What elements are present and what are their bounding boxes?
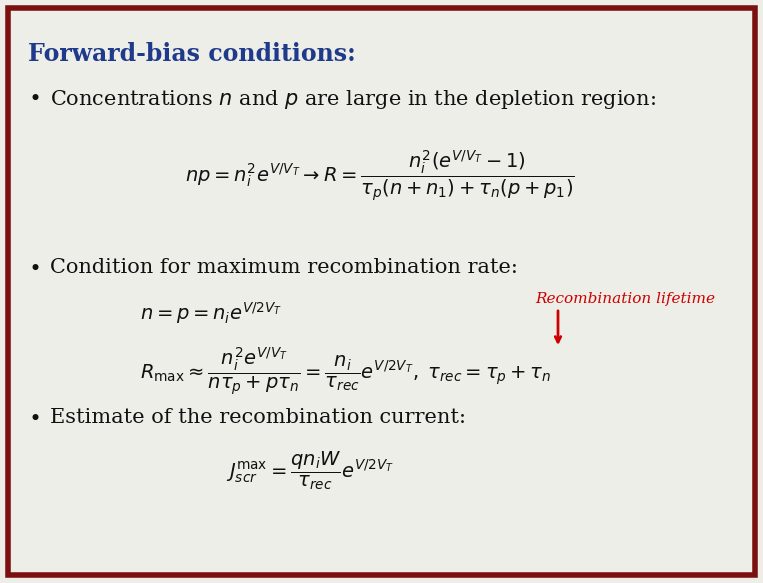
Text: Forward-bias conditions:: Forward-bias conditions: [28, 42, 356, 66]
Text: $\bullet$: $\bullet$ [28, 88, 40, 107]
Text: Recombination lifetime: Recombination lifetime [535, 292, 715, 306]
Text: Concentrations $n$ and $p$ are large in the depletion region:: Concentrations $n$ and $p$ are large in … [50, 88, 656, 111]
Text: $np = n_i^2 e^{V/V_T} \rightarrow R = \dfrac{n_i^2\left(e^{V/V_T}-1\right)}{\tau: $np = n_i^2 e^{V/V_T} \rightarrow R = \d… [185, 148, 575, 203]
Text: Condition for maximum recombination rate:: Condition for maximum recombination rate… [50, 258, 518, 277]
Text: $J_{scr}^{\max} = \dfrac{q n_i W}{\tau_{rec}} e^{V/2V_T}$: $J_{scr}^{\max} = \dfrac{q n_i W}{\tau_{… [226, 450, 394, 493]
Text: $\bullet$: $\bullet$ [28, 258, 40, 277]
Text: $\bullet$: $\bullet$ [28, 408, 40, 427]
Text: Estimate of the recombination current:: Estimate of the recombination current: [50, 408, 466, 427]
Text: $R_{\max} \approx \dfrac{n_i^2 e^{V/V_T}}{n\tau_p + p\tau_n} = \dfrac{n_i}{\tau_: $R_{\max} \approx \dfrac{n_i^2 e^{V/V_T}… [140, 345, 552, 397]
Text: $n = p = n_i e^{V/2V_T}$: $n = p = n_i e^{V/2V_T}$ [140, 300, 282, 326]
